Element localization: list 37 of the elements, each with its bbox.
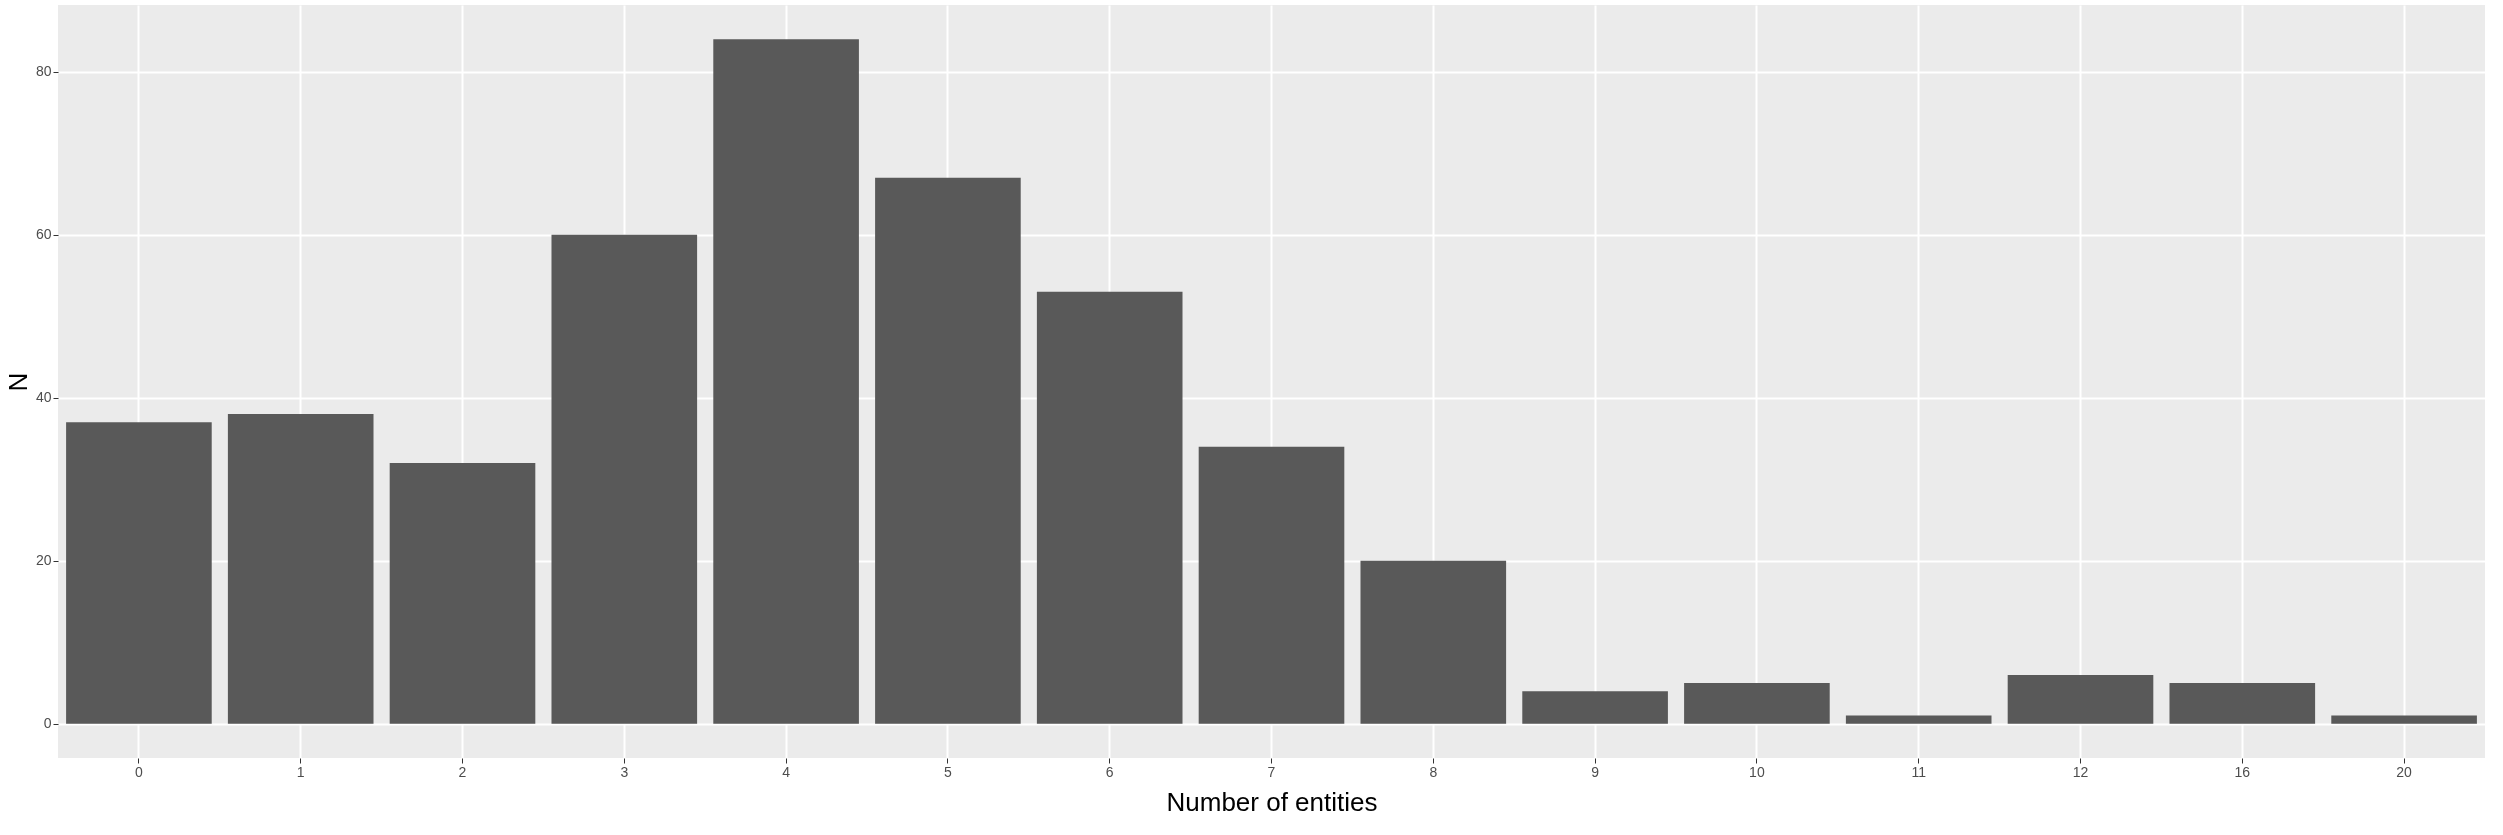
bar [1522, 691, 1668, 724]
y-tick-label: 0 [43, 715, 52, 732]
x-tick-label: 12 [2072, 763, 2089, 780]
y-tick-label: 60 [35, 226, 52, 243]
x-tick-label: 7 [1267, 763, 1276, 780]
bar [389, 462, 536, 724]
x-tick-label: 11 [1911, 763, 1927, 780]
x-tick-label: 16 [2234, 763, 2251, 780]
x-tick-label: 8 [1429, 763, 1438, 780]
bar [1036, 291, 1183, 724]
bar [2169, 683, 2316, 724]
x-tick-label: 10 [1749, 763, 1765, 780]
x-tick-label: 3 [620, 763, 629, 780]
x-tick-label: 2 [458, 763, 467, 780]
x-tick-label: 4 [782, 763, 791, 780]
bar [1360, 560, 1507, 724]
bar [227, 414, 374, 724]
bar [1845, 715, 1992, 724]
bar [551, 234, 698, 724]
x-tick-label: 5 [944, 763, 952, 780]
y-axis-title: N [2, 372, 33, 392]
bar [2331, 715, 2477, 724]
x-tick-label: 1 [296, 763, 305, 780]
x-tick-label: 6 [1105, 763, 1114, 780]
bar [66, 422, 212, 724]
y-tick-label: 80 [35, 63, 52, 80]
bar [2007, 674, 2154, 724]
x-tick-label: 0 [135, 763, 143, 780]
x-axis-title: Number of entities [1166, 786, 1378, 817]
bar [713, 39, 859, 724]
x-tick-label: 20 [2396, 763, 2413, 780]
bar [875, 177, 1021, 724]
bar [1684, 683, 1830, 724]
y-tick-label: 20 [35, 552, 52, 569]
y-tick-label: 40 [35, 389, 52, 406]
x-tick-label: 9 [1591, 763, 1600, 780]
bar [1198, 446, 1345, 724]
